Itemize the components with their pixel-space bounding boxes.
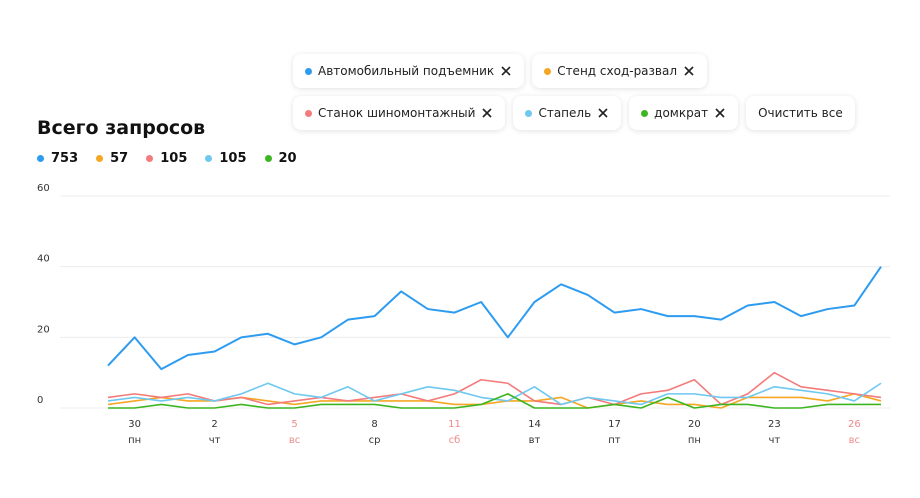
series-line <box>107 382 882 406</box>
chip-label: Стенд сход-развал <box>557 64 678 78</box>
x-weekday-label: чт <box>209 435 221 446</box>
chip-dot <box>305 67 312 75</box>
series-line <box>107 371 882 406</box>
series-line <box>108 393 881 409</box>
remove-icon[interactable] <box>683 65 695 77</box>
y-tick-label: 40 <box>37 254 50 265</box>
total-dot <box>146 155 154 162</box>
x-tick-label: 23 <box>768 419 781 430</box>
x-weekday-label: вс <box>289 435 300 446</box>
chip-dot <box>641 109 649 117</box>
chip-label: Автомобильный подъемник <box>318 64 495 78</box>
chip-label: домкрат <box>654 106 709 120</box>
total: 105 <box>146 151 187 166</box>
x-tick-label: 2 <box>211 419 217 430</box>
remove-icon[interactable] <box>597 107 609 119</box>
x-weekday-label: пн <box>128 435 141 446</box>
total-value: 57 <box>110 151 129 166</box>
x-tick-label: 30 <box>128 419 141 430</box>
total-value: 105 <box>219 151 247 166</box>
chip-label: Стапель <box>538 106 592 120</box>
total-dot <box>96 155 104 162</box>
y-tick-label: 0 <box>37 395 43 406</box>
filter-chip[interactable]: Стапель <box>513 96 622 130</box>
total-dot <box>264 155 272 162</box>
x-tick-label: 5 <box>291 419 297 430</box>
total-value: 20 <box>278 151 297 166</box>
total-value: 105 <box>160 151 188 166</box>
x-weekday-label: вс <box>849 435 860 446</box>
chip-label: Станок шиномонтажный <box>318 106 476 120</box>
x-tick-label: 14 <box>528 419 541 430</box>
x-tick-label: 11 <box>448 419 461 430</box>
total-dot <box>37 155 44 162</box>
chip-dot <box>305 109 312 117</box>
clear-all-button[interactable]: Очистить все <box>746 96 855 130</box>
remove-icon[interactable] <box>714 107 726 119</box>
remove-icon[interactable] <box>500 65 512 77</box>
total: 20 <box>264 151 297 166</box>
total: 57 <box>96 151 128 166</box>
filter-chip[interactable]: Автомобильный подъемник <box>293 54 525 88</box>
chip-dot <box>525 109 533 117</box>
totals: 753 57 105 105 20 <box>37 151 297 166</box>
y-tick-label: 60 <box>37 183 50 194</box>
y-tick-label: 20 <box>37 324 50 335</box>
chip-dot <box>544 67 552 75</box>
filter-chip[interactable]: домкрат <box>629 96 739 130</box>
total-value: 753 <box>51 151 79 166</box>
series-line <box>107 266 882 371</box>
total: 105 <box>205 151 247 166</box>
x-weekday-label: вт <box>529 435 541 446</box>
x-tick-label: 20 <box>688 419 701 430</box>
x-tick-label: 8 <box>371 419 377 430</box>
total-dot <box>205 155 213 162</box>
filter-chips: Автомобильный подъемник Стенд сход-развал… <box>293 54 893 130</box>
x-weekday-label: пт <box>608 435 621 446</box>
x-weekday-label: чт <box>769 435 781 446</box>
x-weekday-label: сб <box>449 435 461 446</box>
remove-icon[interactable] <box>481 107 493 119</box>
total: 753 <box>37 151 78 166</box>
filter-chip[interactable]: Станок шиномонтажный <box>293 96 506 130</box>
filter-chip[interactable]: Стенд сход-развал <box>532 54 708 88</box>
x-tick-label: 26 <box>848 419 861 430</box>
chart-title: Всего запросов <box>37 117 206 139</box>
series-line <box>107 393 882 409</box>
x-tick-label: 17 <box>608 419 621 430</box>
x-weekday-label: ср <box>369 435 381 446</box>
x-weekday-label: пн <box>688 435 701 446</box>
